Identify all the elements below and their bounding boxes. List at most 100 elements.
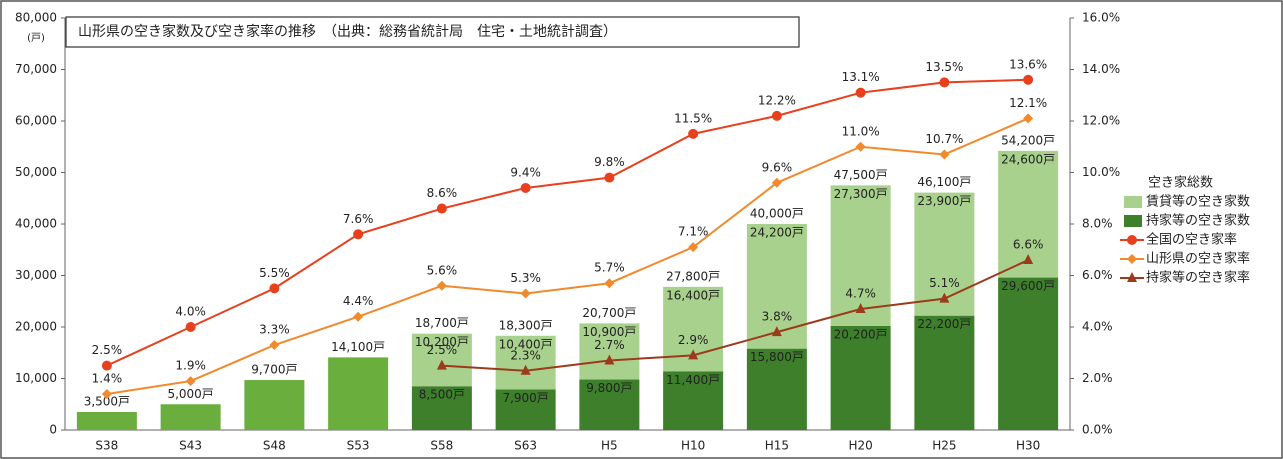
total-label: 46,100戸 [917, 175, 971, 189]
y2-tick-label: 14.0% [1082, 62, 1120, 76]
point [1023, 254, 1034, 265]
legend-header: 空き家総数 [1148, 175, 1213, 191]
y2-tick-label: 8.0% [1082, 217, 1113, 231]
legend-label: 全国の空き家率 [1146, 232, 1237, 248]
y2-tick-label: 6.0% [1082, 268, 1113, 282]
point [855, 87, 866, 98]
y-tick-label: 60,000 [15, 114, 57, 128]
line [441, 259, 1029, 372]
point [688, 128, 699, 139]
segment-label: 24,600戸 [1001, 152, 1055, 166]
x-tick-label: S58 [430, 439, 453, 453]
x-tick-label: S63 [514, 439, 537, 453]
point [771, 326, 782, 337]
bar-segment [914, 315, 975, 430]
bar-segment [411, 386, 472, 430]
total-label: 54,200戸 [1001, 133, 1055, 147]
legend-swatch [1124, 196, 1142, 208]
point [353, 311, 364, 322]
segment-label: 10,200戸 [415, 335, 469, 349]
y2-tick-label: 2.0% [1082, 371, 1113, 385]
legend-swatch [1124, 215, 1142, 227]
point [939, 292, 950, 303]
line-label: 13.5% [925, 60, 963, 74]
point [604, 354, 615, 365]
segment-label: 22,200戸 [917, 317, 971, 331]
bar-segment [663, 371, 724, 430]
line-label: 8.6% [427, 186, 458, 200]
line-label: 2.5% [427, 343, 458, 357]
point [185, 376, 196, 387]
bar [160, 404, 221, 430]
line-label: 5.1% [929, 276, 960, 290]
line-label: 2.7% [594, 338, 625, 352]
point [269, 340, 280, 351]
point [771, 110, 782, 121]
y2-tick-label: 0.0% [1082, 423, 1113, 437]
total-label: 5,000戸 [167, 387, 213, 401]
y-unit: (戸) [27, 32, 45, 44]
segment-label: 11,400戸 [666, 373, 720, 387]
total-label: 20,700戸 [582, 306, 636, 320]
line-label: 1.9% [175, 359, 206, 373]
x-tick-label: H30 [1016, 439, 1040, 453]
line-label: 13.1% [842, 70, 880, 84]
segment-label: 10,900戸 [582, 325, 636, 339]
x-tick-label: S48 [263, 439, 286, 453]
line-label: 4.4% [343, 294, 374, 308]
bar-segment [579, 323, 640, 380]
total-label: 14,100戸 [331, 340, 385, 354]
total-label: 47,500戸 [834, 168, 888, 182]
point [185, 322, 196, 332]
point [520, 364, 531, 375]
segment-label: 20,200戸 [834, 327, 888, 341]
x-tick-label: H15 [765, 439, 789, 453]
line-label: 2.5% [92, 343, 123, 357]
x-tick-label: S43 [179, 439, 202, 453]
point [604, 278, 615, 289]
total-label: 27,800戸 [666, 269, 720, 283]
line-label: 5.6% [427, 263, 458, 277]
y-tick-label: 30,000 [15, 268, 57, 282]
x-tick-label: H5 [601, 439, 618, 453]
segment-label: 29,600戸 [1001, 279, 1055, 293]
point [269, 283, 280, 294]
bar [328, 357, 389, 430]
point [939, 77, 950, 88]
bar [244, 380, 305, 430]
point [353, 229, 364, 240]
y2-tick-label: 16.0% [1082, 11, 1120, 25]
line [106, 78, 1029, 367]
bar-segment [746, 348, 807, 430]
legend-label: 賃貸等の空き家数 [1146, 194, 1250, 210]
bar-segment [998, 277, 1059, 430]
x-tick-label: H20 [848, 439, 872, 453]
y-tick-label: 10,000 [15, 371, 57, 385]
point [1127, 272, 1137, 282]
segment-label: 8,500戸 [419, 388, 465, 402]
y-tick-label: 0 [49, 423, 57, 437]
point [771, 177, 782, 188]
bar-segment [495, 389, 556, 430]
point [688, 242, 699, 253]
y-tick-label: 20,000 [15, 320, 57, 334]
bar [76, 411, 137, 430]
line-label: 4.0% [175, 305, 206, 319]
point [436, 280, 447, 291]
segment-label: 7,900戸 [502, 391, 548, 405]
point [1023, 74, 1034, 85]
x-tick-label: H10 [681, 439, 705, 453]
line-label: 2.9% [678, 333, 709, 347]
point [855, 141, 866, 152]
line-label: 2.3% [510, 348, 541, 362]
segment-label: 15,800戸 [750, 350, 804, 364]
line-label: 10.7% [925, 132, 963, 146]
segment-label: 16,400戸 [666, 288, 720, 302]
point [1127, 254, 1137, 264]
bar-segment [579, 379, 640, 430]
line-label: 11.5% [674, 111, 712, 125]
line-label: 3.8% [762, 310, 793, 324]
point [101, 360, 112, 371]
segment-label: 24,200戸 [750, 226, 804, 240]
